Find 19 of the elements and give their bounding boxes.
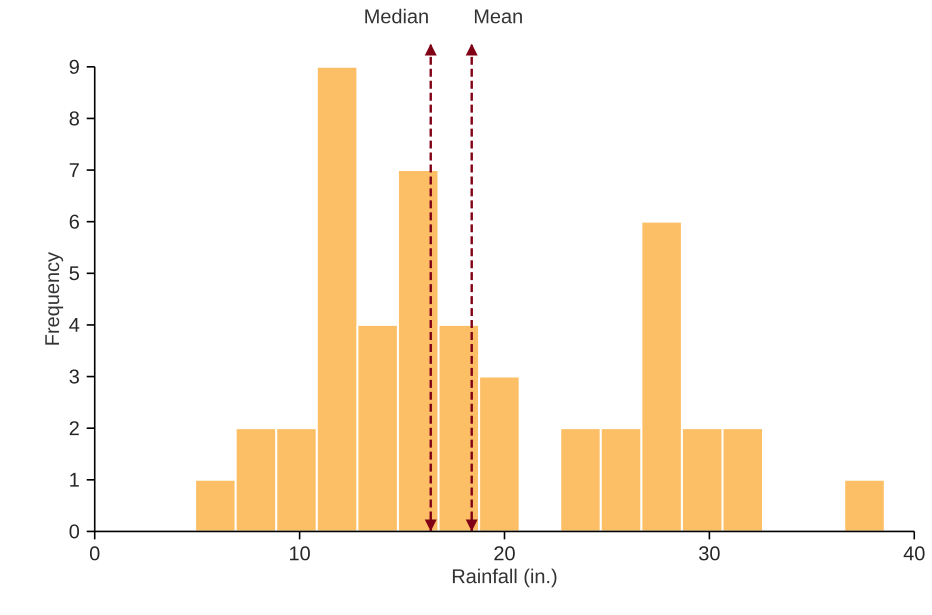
y-tick-label: 6 [70, 214, 79, 229]
y-tick-label: 8 [70, 111, 79, 126]
x-axis-title: Rainfall (in.) [452, 568, 556, 588]
x-tick-label: 30 [699, 546, 720, 560]
y-tick-label: 4 [69, 318, 80, 332]
y-tick-label: 3 [69, 369, 79, 384]
y-tick-label: 7 [70, 163, 79, 177]
x-tick-label: 20 [494, 546, 515, 560]
ref-line-label: Median [365, 8, 428, 24]
y-tick-label: 0 [70, 524, 80, 538]
y-tick-label: 2 [70, 421, 79, 436]
y-tick-label: 1 [70, 472, 79, 487]
ref-line-label: Mean [474, 9, 522, 24]
y-axis-title: Frequency [45, 252, 64, 345]
x-tick-label: 10 [290, 546, 310, 560]
y-tick-label: 5 [70, 266, 79, 280]
y-tick-label: 9 [70, 60, 79, 74]
x-tick-label: 40 [904, 546, 925, 560]
x-tick-label: 0 [90, 546, 100, 560]
